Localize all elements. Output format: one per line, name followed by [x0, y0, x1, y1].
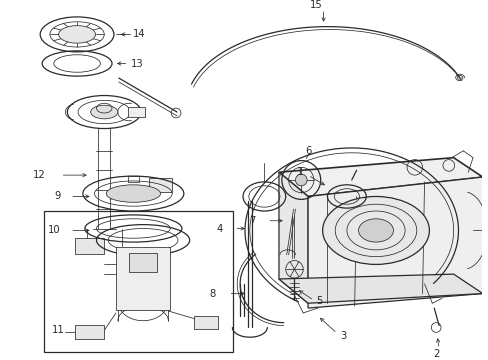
Polygon shape: [278, 172, 307, 303]
Bar: [116, 247, 170, 310]
Text: 13: 13: [130, 59, 143, 68]
Bar: [127, 176, 139, 182]
Polygon shape: [278, 274, 482, 303]
Bar: [193, 316, 217, 329]
Ellipse shape: [106, 185, 160, 202]
Text: 10: 10: [48, 225, 61, 235]
Bar: [129, 253, 156, 272]
Polygon shape: [307, 177, 482, 308]
Text: 15: 15: [309, 0, 322, 10]
Text: 5: 5: [315, 296, 322, 306]
Bar: [44, 211, 233, 352]
Bar: [75, 238, 104, 254]
Text: 4: 4: [216, 224, 222, 234]
Text: 12: 12: [33, 170, 46, 180]
Ellipse shape: [59, 26, 95, 43]
Text: 6: 6: [305, 146, 311, 156]
Text: 7: 7: [249, 216, 255, 226]
Text: 11: 11: [52, 325, 64, 336]
Circle shape: [295, 174, 306, 186]
Ellipse shape: [90, 105, 118, 119]
Bar: [75, 325, 104, 339]
Ellipse shape: [358, 219, 393, 242]
Text: 3: 3: [340, 331, 346, 341]
Bar: [127, 107, 145, 117]
Text: 2: 2: [432, 349, 439, 359]
Text: 8: 8: [209, 288, 215, 298]
Text: 1: 1: [296, 167, 303, 177]
Polygon shape: [278, 158, 482, 197]
Text: 14: 14: [132, 30, 145, 39]
Text: 9: 9: [54, 192, 61, 202]
Bar: [148, 178, 172, 192]
Ellipse shape: [322, 197, 428, 264]
